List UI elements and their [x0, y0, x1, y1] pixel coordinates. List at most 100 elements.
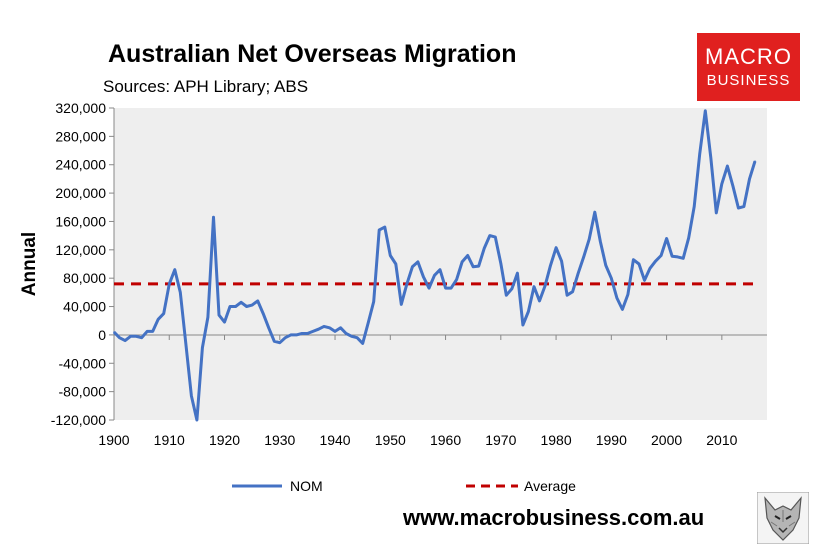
nom-point	[533, 285, 535, 288]
nom-point	[317, 328, 320, 331]
nom-point	[395, 263, 397, 265]
nom-point	[234, 305, 237, 308]
y-tick-label: 320,000	[55, 100, 106, 116]
x-tick-group: 1900 1910 1920 1930 1940 1950 1960 1970 1980 1990…	[98, 335, 738, 448]
nom-point	[505, 294, 508, 297]
nom-point	[466, 254, 469, 257]
nom-point	[306, 332, 309, 335]
y-tick-label: 280,000	[55, 128, 106, 144]
nom-point	[190, 395, 193, 397]
y-tick-label: 240,000	[55, 157, 106, 173]
nom-point	[113, 331, 115, 333]
nom-point	[511, 288, 513, 290]
nom-point	[433, 274, 436, 277]
nom-point	[151, 330, 154, 333]
website-url: www.macrobusiness.com.au	[403, 505, 705, 530]
nom-point	[245, 305, 248, 308]
nom-point	[207, 316, 209, 319]
nom-point	[118, 336, 121, 339]
chart-title: Australian Net Overseas Migration	[108, 40, 517, 68]
nom-point	[588, 238, 590, 240]
nom-point	[660, 254, 662, 257]
y-tick-label: 80,000	[63, 270, 106, 286]
y-tick-label: 40,000	[63, 299, 106, 315]
y-tick-label: 200,000	[55, 185, 106, 201]
nom-point	[273, 340, 276, 343]
nom-point	[560, 260, 563, 263]
nom-point	[698, 153, 701, 155]
y-tick-label: 160,000	[55, 213, 106, 229]
nom-point	[212, 216, 215, 218]
nom-point	[676, 256, 679, 258]
nom-point	[174, 268, 176, 271]
x-tick-label: 1920	[209, 432, 240, 448]
nom-point	[654, 260, 657, 263]
nom-point	[439, 268, 441, 271]
nom-point-group	[113, 110, 756, 421]
nom-point	[594, 211, 596, 213]
nom-point	[168, 283, 171, 285]
y-tick-label: 0	[98, 327, 106, 343]
nom-point	[687, 237, 690, 239]
nom-point	[400, 303, 403, 306]
nom-point	[290, 334, 292, 336]
legend: NOM Average	[232, 478, 576, 494]
y-tick-label: 120,000	[55, 242, 106, 258]
nom-point	[444, 287, 447, 289]
nom-point	[665, 237, 668, 240]
nom-point	[295, 334, 298, 336]
nom-point	[616, 297, 618, 299]
nom-point	[599, 240, 602, 243]
nom-point	[124, 339, 126, 342]
nom-point	[582, 256, 585, 258]
nom-point	[682, 257, 684, 260]
nom-point	[461, 261, 463, 263]
nom-point	[267, 327, 270, 329]
nom-point	[279, 341, 281, 344]
nom-point	[477, 265, 480, 267]
x-tick-label: 1960	[430, 432, 461, 448]
chart-subtitle: Sources: APH Library; ABS	[103, 77, 309, 96]
x-tick-label: 2010	[706, 432, 737, 448]
nom-point	[146, 330, 148, 333]
nom-point	[577, 272, 579, 275]
nom-point	[538, 300, 541, 302]
nom-point	[428, 287, 430, 289]
nom-point	[721, 183, 723, 185]
nom-point	[754, 160, 756, 162]
nom-point	[732, 185, 734, 187]
logo-line-business: BUSINESS	[706, 72, 791, 89]
nom-point	[710, 156, 712, 159]
nom-point	[328, 327, 331, 329]
nom-point	[196, 419, 198, 421]
nom-point	[500, 262, 502, 265]
nom-point	[638, 263, 640, 265]
nom-point	[472, 266, 475, 268]
nom-point	[367, 322, 370, 324]
macrobusiness-logo: MACRO BUSINESS	[697, 33, 800, 101]
y-tick-label: -80,000	[59, 384, 107, 400]
nom-point	[162, 312, 165, 315]
nom-point	[312, 330, 314, 333]
nom-point	[284, 336, 287, 339]
nom-point	[229, 305, 231, 308]
nom-point	[610, 277, 613, 280]
nom-point	[334, 330, 336, 333]
nom-point	[345, 332, 347, 335]
nom-point	[693, 205, 695, 208]
y-tick-label: -40,000	[59, 355, 107, 371]
x-tick-label: 1910	[154, 432, 185, 448]
y-tick-label: -120,000	[51, 412, 106, 428]
nom-point	[411, 266, 414, 268]
plot-area	[114, 108, 767, 420]
nom-point	[157, 318, 159, 321]
x-tick-label: 1930	[264, 432, 295, 448]
x-tick-label: 1980	[540, 432, 571, 448]
nom-point	[185, 342, 187, 345]
nom-point	[489, 234, 491, 237]
x-tick-label: 1970	[485, 432, 516, 448]
nom-point	[406, 283, 408, 285]
nom-point	[372, 300, 375, 303]
nom-point	[566, 294, 568, 297]
nom-point	[361, 342, 364, 345]
